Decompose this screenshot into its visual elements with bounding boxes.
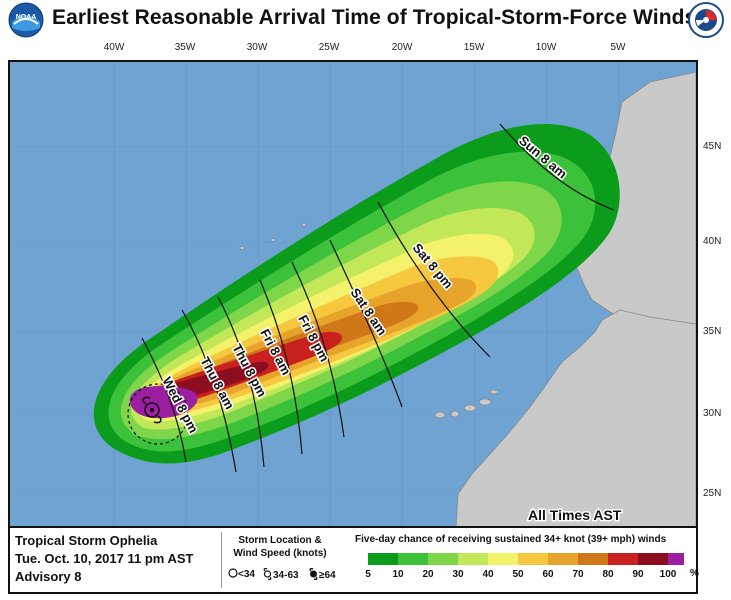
lon-label: 20W (391, 42, 413, 53)
location-symbol-34-63: 34-63 (262, 568, 299, 581)
probability-swatch (518, 553, 548, 565)
lat-label: 25N (703, 488, 722, 499)
probability-tick-label: 50 (512, 569, 524, 580)
prob-band-100 (129, 385, 198, 419)
probability-swatch (398, 553, 428, 565)
lon-label: 15W (463, 42, 485, 53)
probability-tick-label: 100 (659, 569, 677, 580)
probability-swatch (428, 553, 458, 565)
azores-island (270, 238, 276, 242)
header: NOAA Earliest Reasonable Arrival Time of… (0, 0, 731, 40)
current-wind-radius (127, 383, 189, 445)
probability-tick-label: 90 (632, 569, 644, 580)
probability-swath (93, 123, 620, 464)
legend-panel: Tropical Storm Ophelia Tue. Oct. 10, 201… (8, 528, 699, 594)
probability-swatch (668, 553, 684, 565)
probability-tick-label: 80 (602, 569, 614, 580)
map-panel: Wed 8 pm Thu 8 am Thu 8 pm Fri 8 am Fri … (8, 60, 698, 528)
isochrone-line (259, 279, 303, 455)
map-title: Earliest Reasonable Arrival Time of Trop… (52, 6, 697, 29)
probability-legend-title: Five-day chance of receiving sustained 3… (355, 534, 667, 545)
open-circle-icon (228, 568, 238, 578)
lat-label: 40N (703, 236, 722, 247)
tropical-storm-icon (263, 568, 272, 580)
probability-tick-label: 40 (482, 569, 494, 580)
national-weather-service-logo-icon (688, 2, 724, 38)
hurricane-icon (309, 567, 318, 581)
azores-island (301, 223, 307, 227)
isochrone-line (377, 201, 491, 358)
probability-tick-label: 10 (392, 569, 404, 580)
probability-swatch (578, 553, 608, 565)
timezone-note: All Times AST (528, 507, 622, 523)
advisory-number: Advisory 8 (15, 569, 82, 584)
isochrone-line (217, 296, 265, 468)
isochrone-line (141, 337, 187, 463)
storm-location-marker (142, 396, 162, 424)
isochrone-line (329, 239, 403, 408)
canary-islands (434, 389, 499, 419)
azores-island (239, 246, 245, 250)
probability-swatch (488, 553, 518, 565)
lat-label: 30N (703, 408, 722, 419)
probability-swatch (638, 553, 668, 565)
isochrone-line (499, 123, 615, 211)
probability-tick-label: 70 (572, 569, 584, 580)
forecast-map: Wed 8 pm Thu 8 am Thu 8 pm Fri 8 am Fri … (10, 62, 696, 526)
storm-location-legend-title: Storm Location & Wind Speed (knots) (233, 535, 327, 559)
percent-unit: % (690, 568, 699, 579)
probability-tick-label: 30 (452, 569, 464, 580)
probability-swatch (608, 553, 638, 565)
lon-label: 10W (535, 42, 557, 53)
probability-tick-label: 5 (365, 569, 371, 580)
lon-label: 5W (610, 42, 626, 53)
probability-tick-label: 60 (542, 569, 554, 580)
issue-time: Tue. Oct. 10, 2017 11 pm AST (15, 551, 194, 566)
lon-label: 30W (246, 42, 268, 53)
noaa-logo-icon: NOAA (8, 2, 44, 38)
lon-label: 35W (174, 42, 196, 53)
lon-label: 25W (318, 42, 340, 53)
probability-tick-label: 20 (422, 569, 434, 580)
legend-divider (221, 532, 222, 588)
svg-text:NOAA: NOAA (16, 14, 37, 21)
isochrone-line (181, 309, 237, 473)
probability-swatch (548, 553, 578, 565)
isochrone-line (291, 261, 345, 438)
longitude-labels: 40W 35W 30W 25W 20W 15W 10W 5W (0, 40, 731, 60)
location-symbol-64-plus: ≥64 (308, 567, 336, 581)
lon-label: 40W (103, 42, 125, 53)
probability-swatch (458, 553, 488, 565)
isochrones (141, 123, 615, 473)
location-symbol-under-34: <34 (228, 568, 255, 580)
lat-label: 35N (703, 326, 722, 337)
probability-swatch (368, 553, 398, 565)
lat-label: 45N (703, 141, 722, 152)
land-africa (455, 309, 696, 526)
storm-name: Tropical Storm Ophelia (15, 533, 158, 548)
